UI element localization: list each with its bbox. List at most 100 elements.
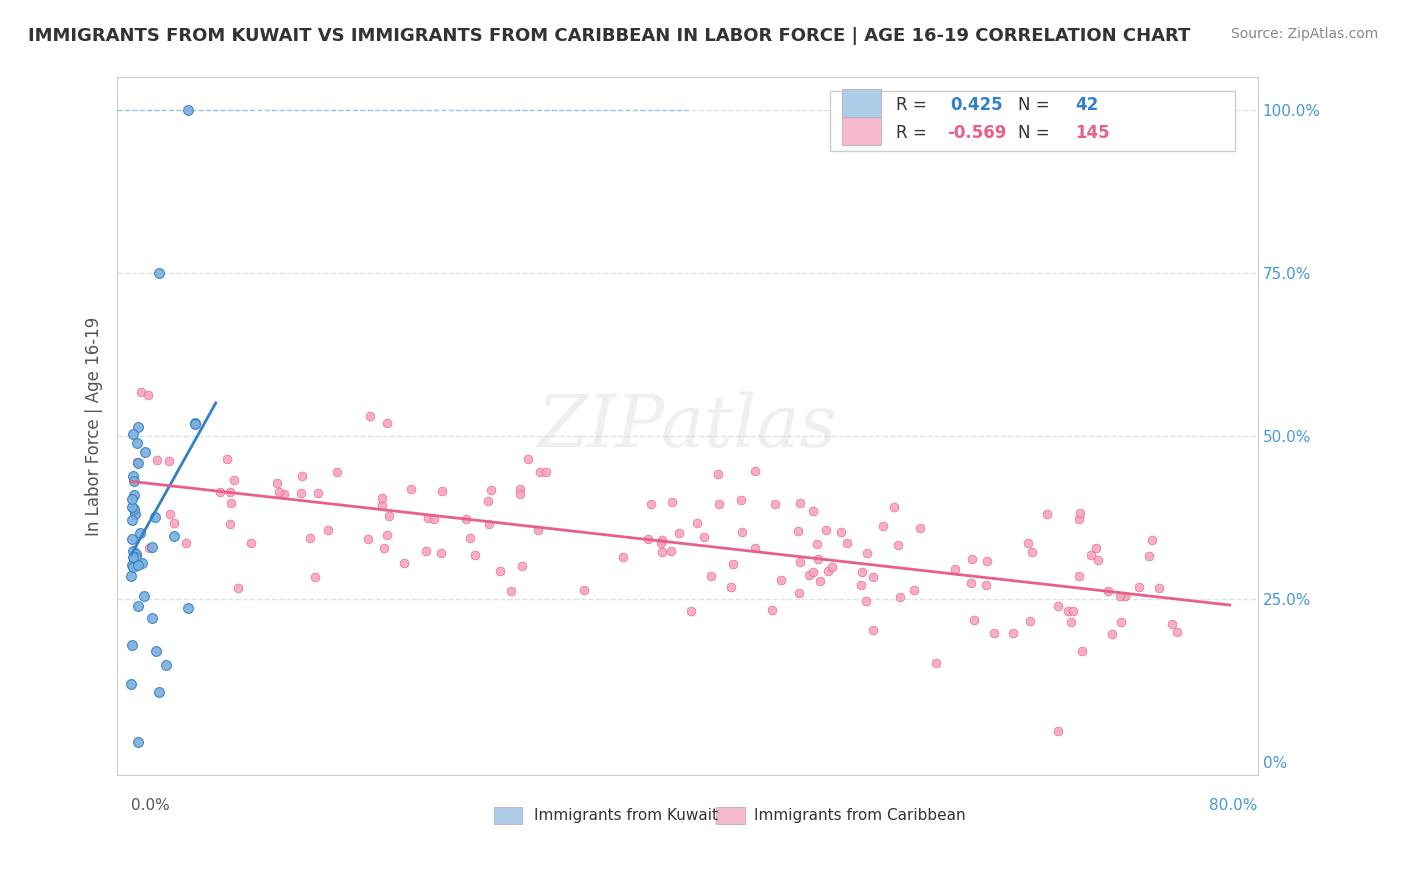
Point xyxy=(163,516,186,530)
Point xyxy=(862,570,884,584)
Point xyxy=(121,543,143,558)
Point xyxy=(129,384,152,399)
Point xyxy=(134,445,156,459)
Point xyxy=(640,497,662,511)
Point xyxy=(132,589,155,603)
Point xyxy=(124,507,146,521)
Point xyxy=(960,552,983,566)
Point xyxy=(125,455,148,469)
Point xyxy=(141,611,163,625)
Point xyxy=(489,564,512,578)
Text: 42: 42 xyxy=(1076,96,1098,114)
Point xyxy=(1128,580,1150,594)
Point xyxy=(1137,549,1160,563)
Point xyxy=(127,735,149,749)
Point xyxy=(430,546,453,560)
Point xyxy=(183,416,205,430)
Point xyxy=(121,500,143,514)
Point xyxy=(266,475,288,490)
Point xyxy=(1109,615,1132,629)
Point xyxy=(219,496,242,510)
Point xyxy=(222,473,245,487)
Point xyxy=(924,656,946,670)
Bar xyxy=(842,117,882,145)
Point xyxy=(136,387,159,401)
Point xyxy=(477,494,499,508)
Point xyxy=(392,556,415,570)
Point xyxy=(1087,552,1109,566)
Point xyxy=(1166,625,1188,640)
Point xyxy=(375,527,398,541)
Point xyxy=(299,531,322,545)
Point xyxy=(269,485,291,500)
Point xyxy=(375,416,398,430)
Point xyxy=(215,451,238,466)
Point xyxy=(661,494,683,508)
Point xyxy=(1101,627,1123,641)
Point xyxy=(806,537,828,551)
Point xyxy=(125,549,148,564)
Point xyxy=(720,581,742,595)
Point xyxy=(821,559,844,574)
Point xyxy=(744,464,766,478)
Point xyxy=(903,582,925,597)
Point xyxy=(799,568,821,582)
Point xyxy=(499,584,522,599)
Point xyxy=(127,419,149,434)
Point xyxy=(908,521,931,535)
Point xyxy=(889,590,911,604)
Point xyxy=(855,594,877,608)
Text: Immigrants from Caribbean: Immigrants from Caribbean xyxy=(754,807,966,822)
Point xyxy=(659,543,682,558)
Point xyxy=(174,536,197,550)
Point xyxy=(240,536,263,550)
Text: 0.0%: 0.0% xyxy=(131,798,170,814)
Point xyxy=(124,475,146,489)
Point xyxy=(125,436,148,450)
Point xyxy=(761,603,783,617)
Text: 145: 145 xyxy=(1076,124,1109,143)
Point xyxy=(121,638,143,652)
Point xyxy=(706,467,728,481)
Point xyxy=(1140,533,1163,547)
Point xyxy=(1114,589,1136,603)
Text: 0.425: 0.425 xyxy=(950,96,1002,114)
Point xyxy=(121,549,143,564)
Point xyxy=(851,566,873,580)
Point xyxy=(943,562,966,576)
Point xyxy=(162,528,184,542)
Point xyxy=(1067,512,1090,526)
Y-axis label: In Labor Force | Age 16-19: In Labor Force | Age 16-19 xyxy=(86,317,103,536)
Point xyxy=(122,502,145,516)
Point xyxy=(127,456,149,470)
Point xyxy=(686,516,709,530)
Point xyxy=(371,491,394,505)
Point xyxy=(883,500,905,514)
Text: N =: N = xyxy=(1018,124,1054,143)
Point xyxy=(808,574,831,588)
Point xyxy=(651,545,673,559)
Point xyxy=(983,626,1005,640)
Point xyxy=(637,532,659,546)
Point xyxy=(401,482,423,496)
Point xyxy=(1071,644,1094,658)
Point xyxy=(159,507,181,521)
Point xyxy=(509,487,531,501)
Text: IMMIGRANTS FROM KUWAIT VS IMMIGRANTS FROM CARIBBEAN IN LABOR FORCE | AGE 16-19 C: IMMIGRANTS FROM KUWAIT VS IMMIGRANTS FRO… xyxy=(28,27,1191,45)
Point xyxy=(862,623,884,637)
Point xyxy=(801,504,824,518)
FancyBboxPatch shape xyxy=(830,91,1234,151)
Point xyxy=(290,486,312,500)
Text: R =: R = xyxy=(896,124,932,143)
Point xyxy=(789,555,811,569)
Point xyxy=(801,565,824,579)
Point xyxy=(807,552,830,566)
Point xyxy=(1067,569,1090,583)
Point xyxy=(787,585,810,599)
Point xyxy=(432,484,454,499)
Point xyxy=(155,658,177,673)
Point xyxy=(1021,544,1043,558)
Point xyxy=(307,485,329,500)
Point xyxy=(744,541,766,555)
Point xyxy=(817,564,839,578)
